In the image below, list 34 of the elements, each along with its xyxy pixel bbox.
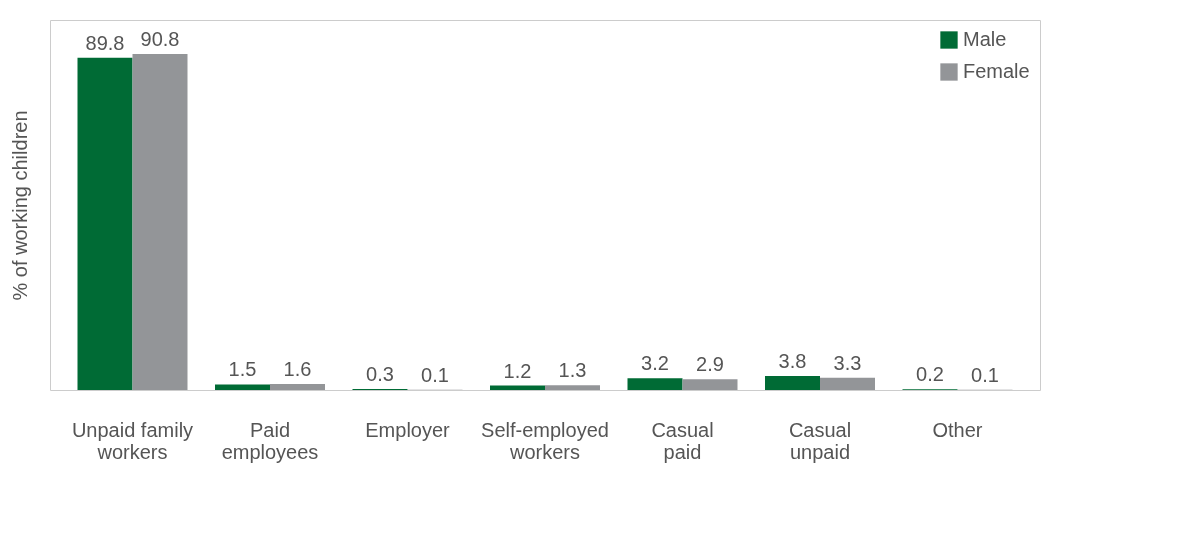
data-label: 89.8 bbox=[85, 31, 125, 54]
bar bbox=[765, 375, 820, 390]
bar bbox=[132, 54, 188, 390]
data-label: 0.1 bbox=[971, 363, 999, 386]
data-label: 90.8 bbox=[140, 28, 180, 51]
bar bbox=[627, 378, 683, 390]
data-label: 1.6 bbox=[283, 358, 312, 381]
x-tick-label: Employer bbox=[365, 418, 451, 441]
data-label: 1.5 bbox=[228, 358, 257, 381]
x-tick-label: Casual paid bbox=[651, 418, 714, 463]
data-label: 1.3 bbox=[558, 359, 587, 382]
x-tick-label: Self-employed workers bbox=[481, 418, 609, 463]
data-label: 0.3 bbox=[366, 362, 394, 385]
data-label: 0.1 bbox=[421, 363, 449, 386]
bar bbox=[270, 384, 325, 390]
x-tick-label: Other bbox=[932, 418, 983, 441]
bar bbox=[545, 385, 600, 390]
y-axis-title: % of working children bbox=[8, 110, 31, 301]
bar bbox=[820, 377, 875, 390]
data-label: 2.9 bbox=[696, 353, 724, 376]
bar bbox=[682, 379, 738, 390]
bar bbox=[77, 57, 133, 390]
data-label: 0.2 bbox=[916, 363, 944, 386]
data-label: 1.2 bbox=[503, 359, 532, 382]
data-label: 3.3 bbox=[833, 351, 862, 374]
data-label: 3.2 bbox=[641, 352, 669, 375]
x-tick-label: Paid employees bbox=[221, 418, 319, 463]
data-label: 3.8 bbox=[778, 349, 807, 372]
bar bbox=[490, 385, 545, 390]
legend-label: Male bbox=[963, 28, 1007, 50]
legend-label: Female bbox=[963, 60, 1030, 82]
x-tick-label: Casual unpaid bbox=[788, 418, 852, 463]
x-tick-label: Unpaid family workers bbox=[71, 418, 194, 463]
bar bbox=[215, 384, 270, 390]
